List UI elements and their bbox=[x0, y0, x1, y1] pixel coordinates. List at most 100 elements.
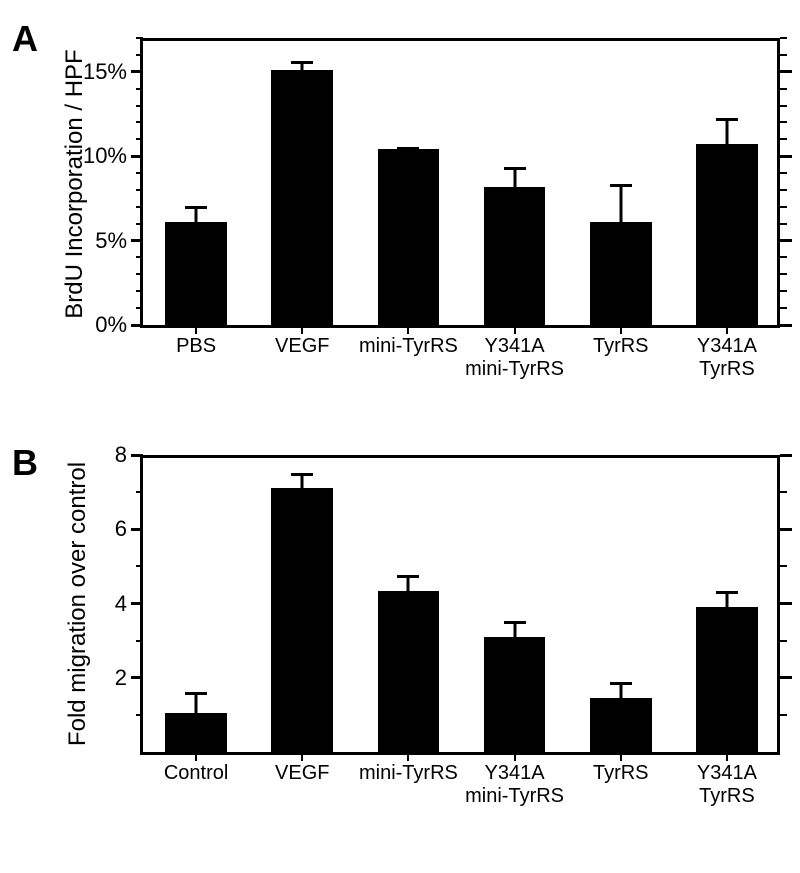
plot-top-spine bbox=[143, 38, 780, 41]
yminor bbox=[780, 565, 787, 567]
error-cap bbox=[291, 473, 313, 476]
yminor bbox=[136, 714, 143, 716]
yminor bbox=[136, 640, 143, 642]
error-cap bbox=[504, 167, 526, 170]
xtick bbox=[407, 325, 409, 334]
ytick bbox=[780, 239, 792, 242]
ytick-label: 6 bbox=[115, 516, 127, 542]
xtick-label: TyrRS bbox=[697, 358, 757, 381]
xtick-label-group: mini-TyrRS bbox=[359, 335, 458, 358]
ytick bbox=[131, 239, 143, 242]
error-bar bbox=[725, 592, 728, 607]
yminor bbox=[780, 121, 787, 123]
error-bar bbox=[513, 168, 516, 187]
error-bar bbox=[513, 622, 516, 637]
error-cap bbox=[185, 692, 207, 695]
yminor bbox=[780, 206, 787, 208]
error-bar bbox=[195, 207, 198, 222]
panel-a-label: A bbox=[12, 18, 38, 60]
xtick-label-group: Y341ATyrRS bbox=[697, 335, 757, 381]
ytick bbox=[780, 676, 792, 679]
error-cap bbox=[291, 61, 313, 64]
ytick bbox=[131, 676, 143, 679]
xtick-label: Y341A bbox=[465, 335, 564, 358]
bar bbox=[271, 70, 333, 325]
xtick-label: Y341A bbox=[697, 335, 757, 358]
panel-b-ylabel: Fold migration over control bbox=[64, 454, 92, 754]
ytick bbox=[780, 70, 792, 73]
yminor bbox=[136, 491, 143, 493]
xtick-label-group: Y341Amini-TyrRS bbox=[465, 335, 564, 381]
error-cap bbox=[397, 147, 419, 150]
yminor bbox=[136, 307, 143, 309]
yminor bbox=[780, 88, 787, 90]
xtick-label: Y341A bbox=[465, 762, 564, 785]
error-bar bbox=[619, 185, 622, 222]
ytick bbox=[131, 602, 143, 605]
panel-b-plot: 2468ControlVEGFmini-TyrRSY341Amini-TyrRS… bbox=[140, 455, 780, 755]
yminor bbox=[780, 37, 787, 39]
yminor bbox=[780, 307, 787, 309]
xtick-label: Y341A bbox=[697, 762, 757, 785]
ytick bbox=[131, 528, 143, 531]
bar bbox=[696, 607, 758, 752]
plot-right-spine bbox=[777, 38, 780, 325]
xtick bbox=[514, 325, 516, 334]
xtick bbox=[407, 752, 409, 761]
ytick-label: 15% bbox=[83, 59, 127, 85]
yminor bbox=[780, 491, 787, 493]
xtick-label-group: Y341ATyrRS bbox=[697, 762, 757, 808]
xtick bbox=[195, 325, 197, 334]
yminor bbox=[136, 256, 143, 258]
bar bbox=[378, 149, 440, 325]
bar bbox=[484, 637, 546, 752]
xtick-label: VEGF bbox=[275, 762, 329, 785]
ytick bbox=[131, 454, 143, 457]
ytick-label: 5% bbox=[95, 228, 127, 254]
yminor bbox=[780, 223, 787, 225]
error-cap bbox=[610, 184, 632, 187]
error-bar bbox=[301, 474, 304, 489]
ytick bbox=[780, 528, 792, 531]
xtick bbox=[620, 325, 622, 334]
error-bar bbox=[195, 693, 198, 713]
xtick-label: TyrRS bbox=[593, 335, 649, 358]
figure: A 0%5%10%15%PBSVEGFmini-TyrRSY341Amini-T… bbox=[0, 0, 800, 873]
yminor bbox=[136, 565, 143, 567]
xtick-label: VEGF bbox=[275, 335, 329, 358]
yminor bbox=[136, 290, 143, 292]
ytick bbox=[131, 155, 143, 158]
ytick-label: 4 bbox=[115, 591, 127, 617]
xtick bbox=[301, 752, 303, 761]
xtick bbox=[195, 752, 197, 761]
yminor bbox=[780, 189, 787, 191]
xtick bbox=[514, 752, 516, 761]
xtick-label-group: PBS bbox=[176, 335, 216, 358]
bar bbox=[590, 222, 652, 325]
ytick bbox=[780, 602, 792, 605]
error-cap bbox=[397, 575, 419, 578]
xtick-label: TyrRS bbox=[697, 785, 757, 808]
ytick bbox=[780, 324, 792, 327]
plot-top-spine bbox=[143, 455, 780, 458]
xtick-label-group: VEGF bbox=[275, 335, 329, 358]
yminor bbox=[136, 121, 143, 123]
xtick-label-group: Y341Amini-TyrRS bbox=[465, 762, 564, 808]
xtick-label-group: Control bbox=[164, 762, 228, 785]
xtick-label-group: VEGF bbox=[275, 762, 329, 785]
ytick bbox=[131, 70, 143, 73]
bar bbox=[484, 187, 546, 325]
error-cap bbox=[716, 118, 738, 121]
yminor bbox=[780, 714, 787, 716]
bar bbox=[165, 222, 227, 325]
ytick-label: 2 bbox=[115, 665, 127, 691]
yminor bbox=[136, 138, 143, 140]
xtick-label: TyrRS bbox=[593, 762, 649, 785]
yminor bbox=[780, 290, 787, 292]
xtick bbox=[726, 325, 728, 334]
yminor bbox=[780, 105, 787, 107]
bar bbox=[590, 698, 652, 752]
xtick-label: PBS bbox=[176, 335, 216, 358]
yminor bbox=[780, 172, 787, 174]
yminor bbox=[780, 54, 787, 56]
